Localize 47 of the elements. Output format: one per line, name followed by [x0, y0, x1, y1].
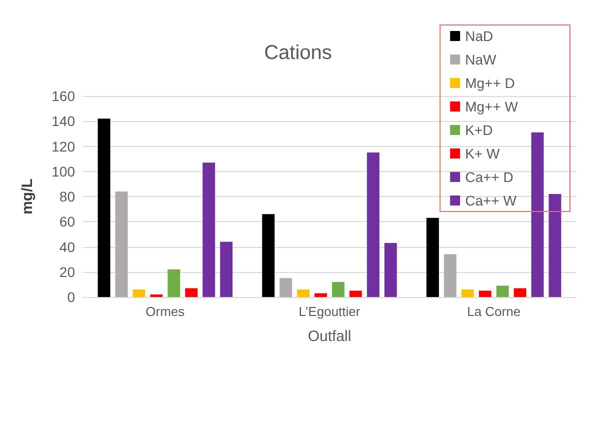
bar — [426, 218, 439, 297]
x-axis-title: Outfall — [308, 328, 352, 345]
bar — [202, 162, 216, 297]
y-tick-label: 80 — [59, 188, 76, 204]
bar — [115, 191, 128, 297]
legend-label: NaD — [465, 28, 494, 44]
x-tick-label: La Corne — [467, 304, 521, 319]
y-tick-label: 60 — [59, 214, 76, 230]
bar — [514, 288, 526, 297]
chart-title: Cations — [264, 42, 332, 64]
legend-label: Mg++ W — [465, 98, 519, 114]
legend-label: Ca++ W — [465, 192, 518, 208]
y-tick-label: 120 — [52, 138, 76, 154]
x-tick-label: Ormes — [146, 304, 186, 319]
bar — [280, 278, 292, 297]
bar — [496, 286, 509, 297]
bar — [150, 294, 163, 297]
bar — [132, 289, 146, 297]
legend-label: Mg++ D — [465, 75, 515, 91]
bar — [98, 118, 110, 297]
bar — [384, 242, 397, 297]
y-tick-label: 0 — [67, 289, 76, 305]
y-tick-label: 40 — [59, 238, 76, 255]
bar — [185, 288, 198, 297]
legend-label: NaW — [465, 52, 497, 68]
bar — [478, 290, 492, 297]
bar — [297, 289, 310, 297]
y-tick-label: 160 — [52, 88, 76, 104]
bar — [366, 152, 380, 297]
bar — [220, 242, 233, 297]
bar — [444, 254, 456, 297]
legend-label: Ca++ D — [465, 169, 514, 185]
y-tick-label: 140 — [52, 113, 76, 130]
legend-label: K+D — [465, 122, 493, 138]
y-tick-label: 20 — [59, 264, 76, 280]
bar — [461, 289, 474, 297]
bar — [332, 282, 344, 297]
y-axis-title: mg/L — [19, 178, 36, 214]
bar — [314, 293, 328, 297]
bar — [548, 194, 562, 297]
bar — [262, 214, 275, 297]
bar — [349, 290, 362, 297]
bar — [168, 269, 180, 297]
legend-label: K+ W — [465, 146, 500, 162]
bar — [531, 132, 544, 297]
x-tick-label: L’Egouttier — [298, 304, 361, 319]
y-tick-label: 100 — [52, 163, 76, 180]
